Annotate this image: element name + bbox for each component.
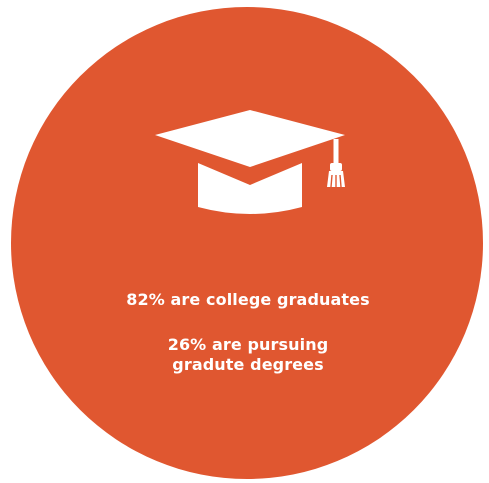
stat-college-graduates: 82% are college graduates bbox=[126, 290, 370, 309]
stat-graduate-line-1: 26% are pursuing bbox=[167, 335, 329, 354]
orange-circle-background bbox=[11, 7, 483, 479]
graduation-cap-icon bbox=[155, 110, 345, 214]
stat-graduate-line-2: gradute degrees bbox=[172, 355, 324, 374]
stat-graduate-degrees: 26% are pursuing gradute degrees bbox=[0, 335, 489, 375]
